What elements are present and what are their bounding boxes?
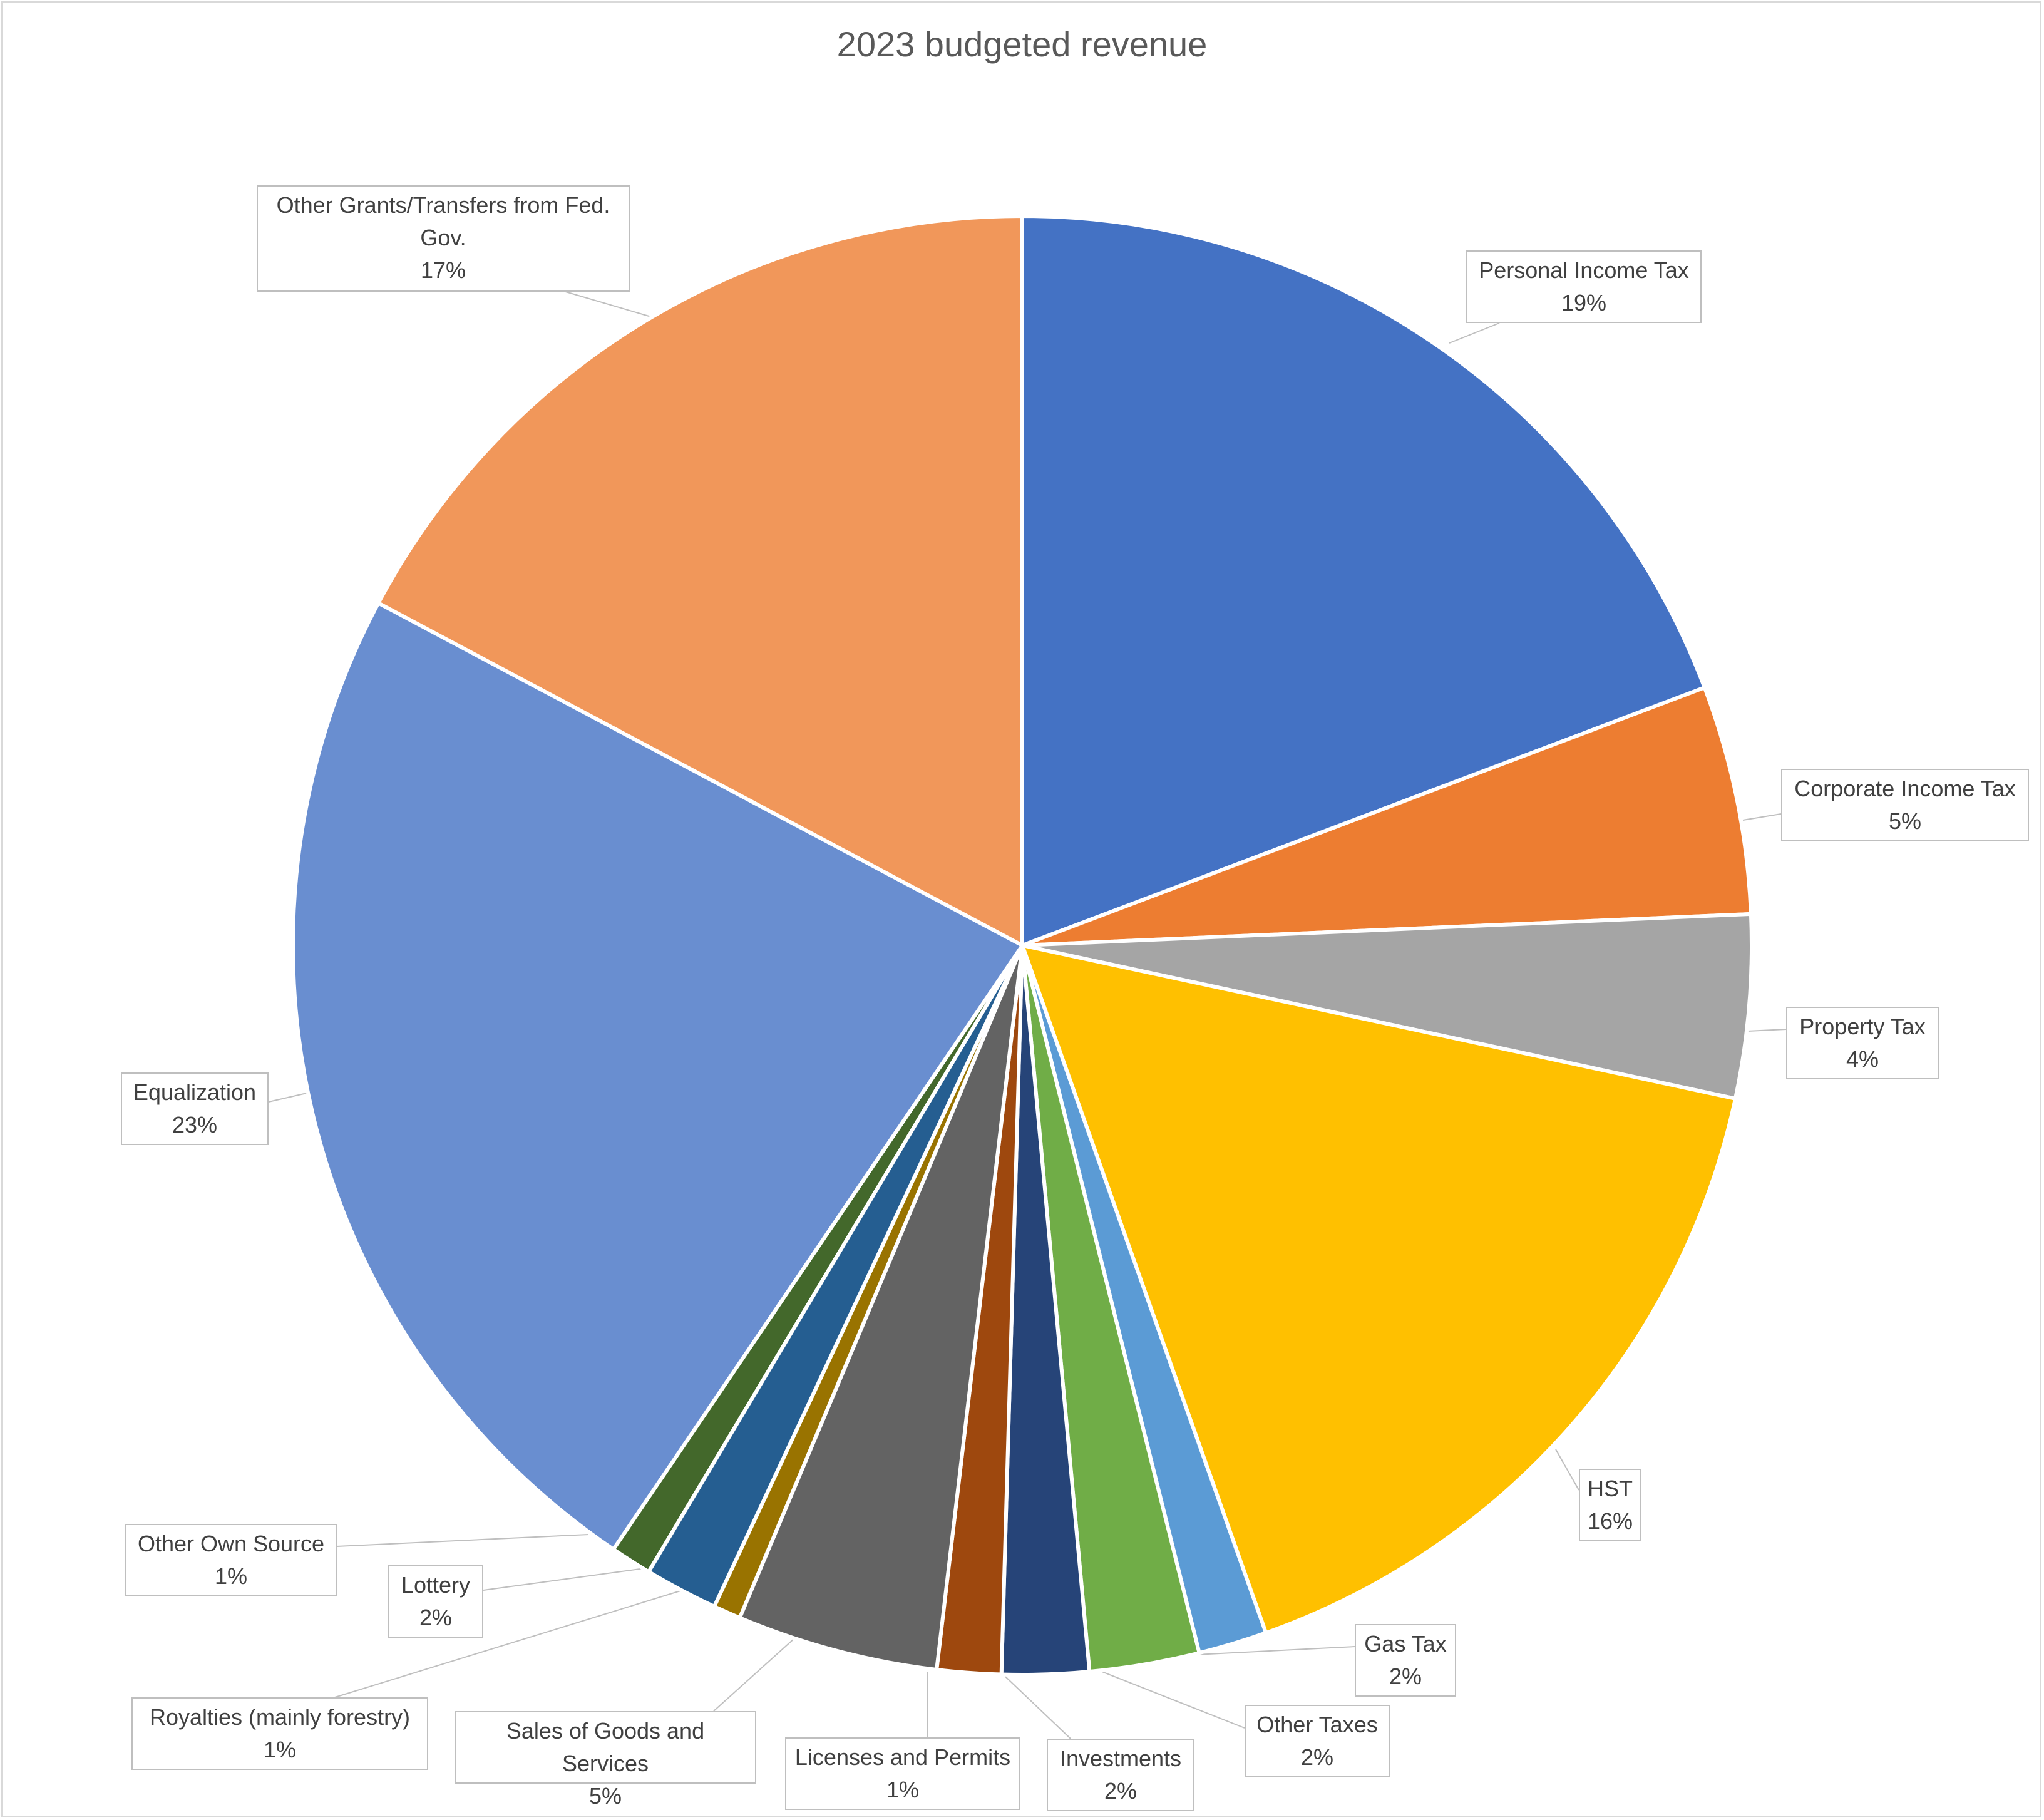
leader-line bbox=[336, 1534, 589, 1547]
data-label: Other Own Source 1% bbox=[125, 1524, 337, 1596]
leader-line bbox=[268, 1093, 307, 1103]
leader-line bbox=[1449, 322, 1500, 344]
data-label: Personal Income Tax 19% bbox=[1466, 250, 1702, 323]
data-label-percent: 2% bbox=[1300, 1744, 1334, 1770]
data-label-percent: 2% bbox=[1104, 1778, 1138, 1804]
data-label-percent: 1% bbox=[886, 1777, 920, 1802]
pie-slice-corporate-income-tax bbox=[1020, 686, 1753, 947]
data-label-name: Corporate Income Tax bbox=[1794, 776, 2016, 801]
data-label: Other Taxes 2% bbox=[1245, 1705, 1390, 1777]
data-label-name: HST bbox=[1588, 1476, 1633, 1501]
leader-lines bbox=[268, 290, 1787, 1739]
pie-slice-sales-of-goods-and-services bbox=[737, 943, 1024, 1672]
data-label-percent: 2% bbox=[419, 1605, 453, 1630]
data-label: HST 16% bbox=[1579, 1469, 1641, 1541]
pie-slice-other-grants-transfers-from-fed-gov bbox=[376, 214, 1024, 947]
leader-line bbox=[713, 1637, 796, 1712]
pie-slice-hst bbox=[1020, 943, 1737, 1635]
data-label-percent: 1% bbox=[214, 1563, 248, 1589]
leader-line bbox=[1555, 1449, 1579, 1491]
leader-line bbox=[563, 290, 652, 317]
data-label-name: Lottery bbox=[401, 1572, 471, 1598]
data-label: Property Tax 4% bbox=[1786, 1007, 1939, 1079]
data-label-percent: 17% bbox=[420, 257, 466, 283]
pie-slice-personal-income-tax bbox=[1020, 214, 1707, 947]
data-label: Lottery 2% bbox=[388, 1565, 483, 1638]
data-label-percent: 4% bbox=[1846, 1046, 1879, 1072]
data-label-name: Property Tax bbox=[1799, 1014, 1926, 1039]
data-label: Equalization 23% bbox=[121, 1072, 269, 1145]
data-label-name: Investments bbox=[1059, 1745, 1182, 1771]
data-label-percent: 2% bbox=[1389, 1663, 1422, 1689]
pie-slice-property-tax bbox=[1020, 912, 1754, 1101]
data-label: Licenses and Permits 1% bbox=[785, 1737, 1020, 1810]
data-label-percent: 5% bbox=[1888, 808, 1922, 834]
leader-line bbox=[334, 1590, 683, 1698]
pie-slice-equalization bbox=[291, 601, 1024, 1551]
data-label: Investments 2% bbox=[1047, 1739, 1194, 1811]
leader-line bbox=[1195, 1646, 1355, 1655]
data-label-name: Gas Tax bbox=[1364, 1631, 1447, 1657]
data-label: Corporate Income Tax 5% bbox=[1781, 769, 2029, 841]
data-label-name: Other Grants/Transfers from Fed. Gov. bbox=[276, 192, 610, 250]
data-label-name: Other Taxes bbox=[1256, 1712, 1378, 1737]
leader-line bbox=[1101, 1671, 1245, 1729]
data-label-percent: 1% bbox=[263, 1737, 297, 1762]
pie-slices bbox=[291, 214, 1754, 1677]
data-label-name: Licenses and Permits bbox=[794, 1744, 1011, 1770]
data-label-name: Personal Income Tax bbox=[1479, 257, 1689, 283]
leader-line bbox=[1005, 1676, 1071, 1739]
leader-line bbox=[1742, 813, 1782, 821]
leader-line bbox=[483, 1568, 645, 1591]
data-label-name: Royalties (mainly forestry) bbox=[149, 1704, 411, 1730]
data-label: Other Grants/Transfers from Fed. Gov. 17% bbox=[257, 185, 630, 292]
data-label: Gas Tax 2% bbox=[1355, 1624, 1456, 1697]
data-label-percent: 23% bbox=[172, 1112, 218, 1138]
data-label: Royalties (mainly forestry) 1% bbox=[131, 1697, 428, 1770]
data-label-percent: 5% bbox=[588, 1783, 622, 1809]
data-label-name: Equalization bbox=[133, 1079, 257, 1105]
data-label-percent: 16% bbox=[1587, 1508, 1633, 1534]
chart-title: 2023 budgeted revenue bbox=[836, 24, 1208, 64]
data-label: Sales of Goods and Services 5% bbox=[455, 1711, 756, 1809]
data-label-name: Sales of Goods and Services bbox=[506, 1718, 705, 1776]
data-label-percent: 19% bbox=[1561, 290, 1607, 316]
data-label-name: Other Own Source bbox=[137, 1531, 325, 1556]
